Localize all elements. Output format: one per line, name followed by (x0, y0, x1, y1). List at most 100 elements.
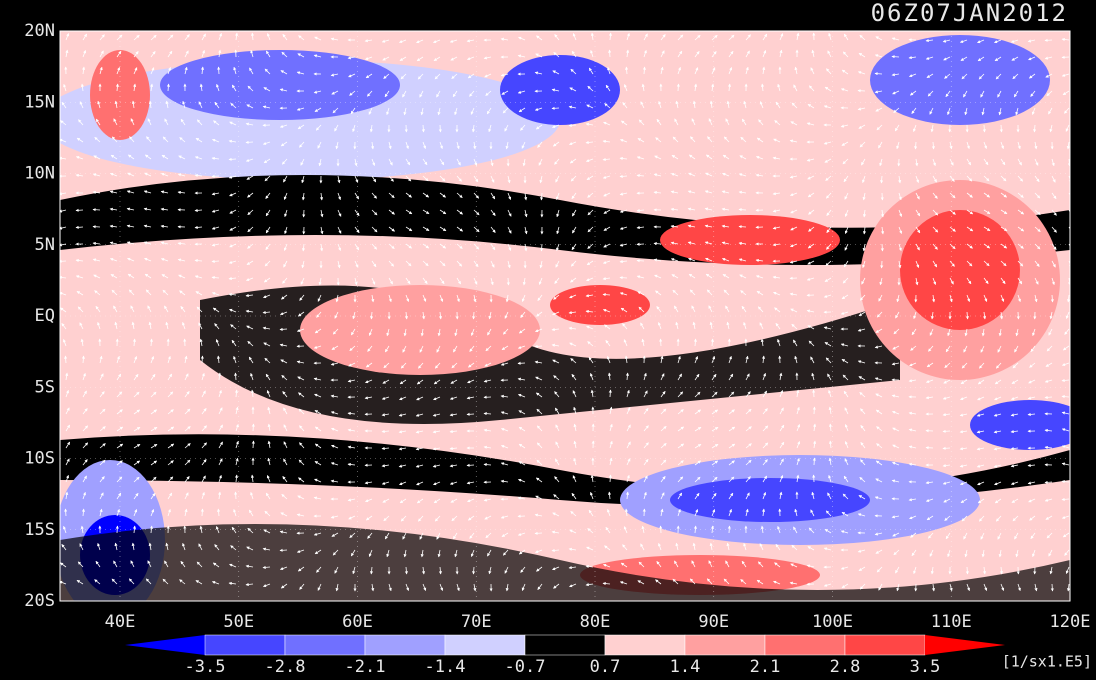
wind-arrow (880, 175, 884, 184)
wind-arrow (245, 122, 254, 126)
wind-arrow (507, 175, 511, 184)
lat-label: 10S (24, 449, 55, 469)
wind-arrow (94, 137, 101, 143)
wind-arrow (246, 175, 254, 180)
wind-arrow (337, 209, 342, 217)
wind-arrow (602, 175, 611, 179)
wind-arrow (466, 56, 475, 61)
wind-arrow (538, 158, 543, 166)
wind-arrow (247, 226, 254, 233)
wind-arrow (131, 100, 135, 109)
wind-arrow (502, 107, 509, 114)
wind-arrow (755, 155, 764, 160)
wind-arrow (490, 175, 495, 183)
wind-arrow (456, 158, 461, 166)
lon-label: 90E (698, 612, 729, 632)
wind-arrow (211, 192, 220, 196)
wind-arrow (586, 104, 594, 109)
wind-arrow (501, 90, 509, 95)
colorbar-label: 0.7 (590, 657, 621, 677)
wind-arrow (949, 226, 956, 232)
wind-arrow (76, 137, 84, 143)
wind-arrow (654, 155, 662, 160)
wind-arrow (231, 84, 237, 92)
wind-arrow (912, 124, 917, 133)
wind-arrow (522, 158, 526, 167)
wind-arrow (283, 243, 288, 252)
wind-arrow (177, 190, 186, 195)
wind-arrow (517, 54, 526, 58)
wind-arrow (687, 241, 696, 245)
wind-arrow (370, 141, 375, 150)
wind-arrow (167, 34, 174, 41)
wind-arrow (388, 175, 394, 182)
wind-arrow (160, 224, 169, 228)
wind-arrow (688, 172, 696, 177)
wind-arrow (590, 49, 594, 58)
wind-arrow (115, 83, 120, 92)
wind-arrow (381, 39, 390, 43)
wind-arrow (756, 137, 764, 143)
wind-arrow (167, 66, 172, 75)
wind-arrow (745, 50, 750, 58)
wind-arrow (556, 226, 560, 235)
wind-arrow (296, 71, 305, 75)
wind-arrow (711, 51, 717, 58)
wind-arrow (1034, 192, 1041, 199)
wind-arrow (113, 118, 118, 126)
wind-arrow (470, 107, 475, 115)
wind-arrow (779, 49, 783, 58)
wind-arrow (280, 70, 288, 75)
wind-arrow (524, 226, 528, 235)
wind-arrow (439, 158, 445, 166)
wind-arrow (167, 50, 173, 58)
wind-arrow (1000, 209, 1008, 215)
wind-arrow (711, 67, 716, 75)
wind-arrow (422, 141, 427, 150)
wind-arrow (841, 141, 849, 146)
wind-arrow (807, 103, 815, 109)
wind-arrow (773, 138, 781, 143)
wind-arrow (862, 175, 866, 184)
wind-arrow (966, 141, 970, 150)
wind-arrow (843, 33, 849, 41)
wind-arrow (1064, 107, 1070, 114)
wind-arrow (422, 209, 430, 215)
wind-arrow (539, 175, 543, 184)
wind-arrow (218, 32, 222, 41)
wind-arrow (980, 90, 985, 98)
wind-arrow (826, 192, 832, 199)
wind-arrow (266, 32, 271, 41)
wind-arrow (949, 141, 953, 150)
wind-arrow (827, 50, 832, 58)
wind-arrow (823, 141, 832, 145)
wind-arrow (586, 175, 594, 181)
wind-arrow (927, 90, 934, 97)
wind-arrow (704, 207, 713, 211)
wind-arrow (806, 122, 815, 126)
wind-arrow (552, 141, 560, 147)
wind-arrow (111, 136, 118, 143)
wind-arrow (840, 124, 849, 128)
wind-arrow (109, 241, 118, 245)
wind-arrow (1017, 141, 1021, 150)
wind-arrow (1033, 124, 1037, 133)
wind-arrow (419, 90, 424, 98)
wind-arrow (450, 56, 458, 61)
wind-arrow (201, 49, 205, 58)
wind-arrow (893, 107, 900, 113)
wind-arrow (738, 173, 747, 177)
wind-arrow (354, 158, 358, 167)
wind-arrow (60, 138, 67, 143)
wind-arrow (660, 50, 665, 58)
wind-arrow (416, 39, 424, 44)
wind-arrow (571, 192, 577, 200)
wind-arrow (150, 50, 156, 58)
wind-arrow (507, 192, 512, 201)
wind-arrow (619, 226, 628, 230)
wind-arrow (420, 107, 424, 116)
lon-label: 120E (1050, 612, 1091, 632)
wind-arrow (982, 124, 986, 133)
wind-arrow (484, 73, 492, 78)
wind-arrow (78, 119, 84, 126)
